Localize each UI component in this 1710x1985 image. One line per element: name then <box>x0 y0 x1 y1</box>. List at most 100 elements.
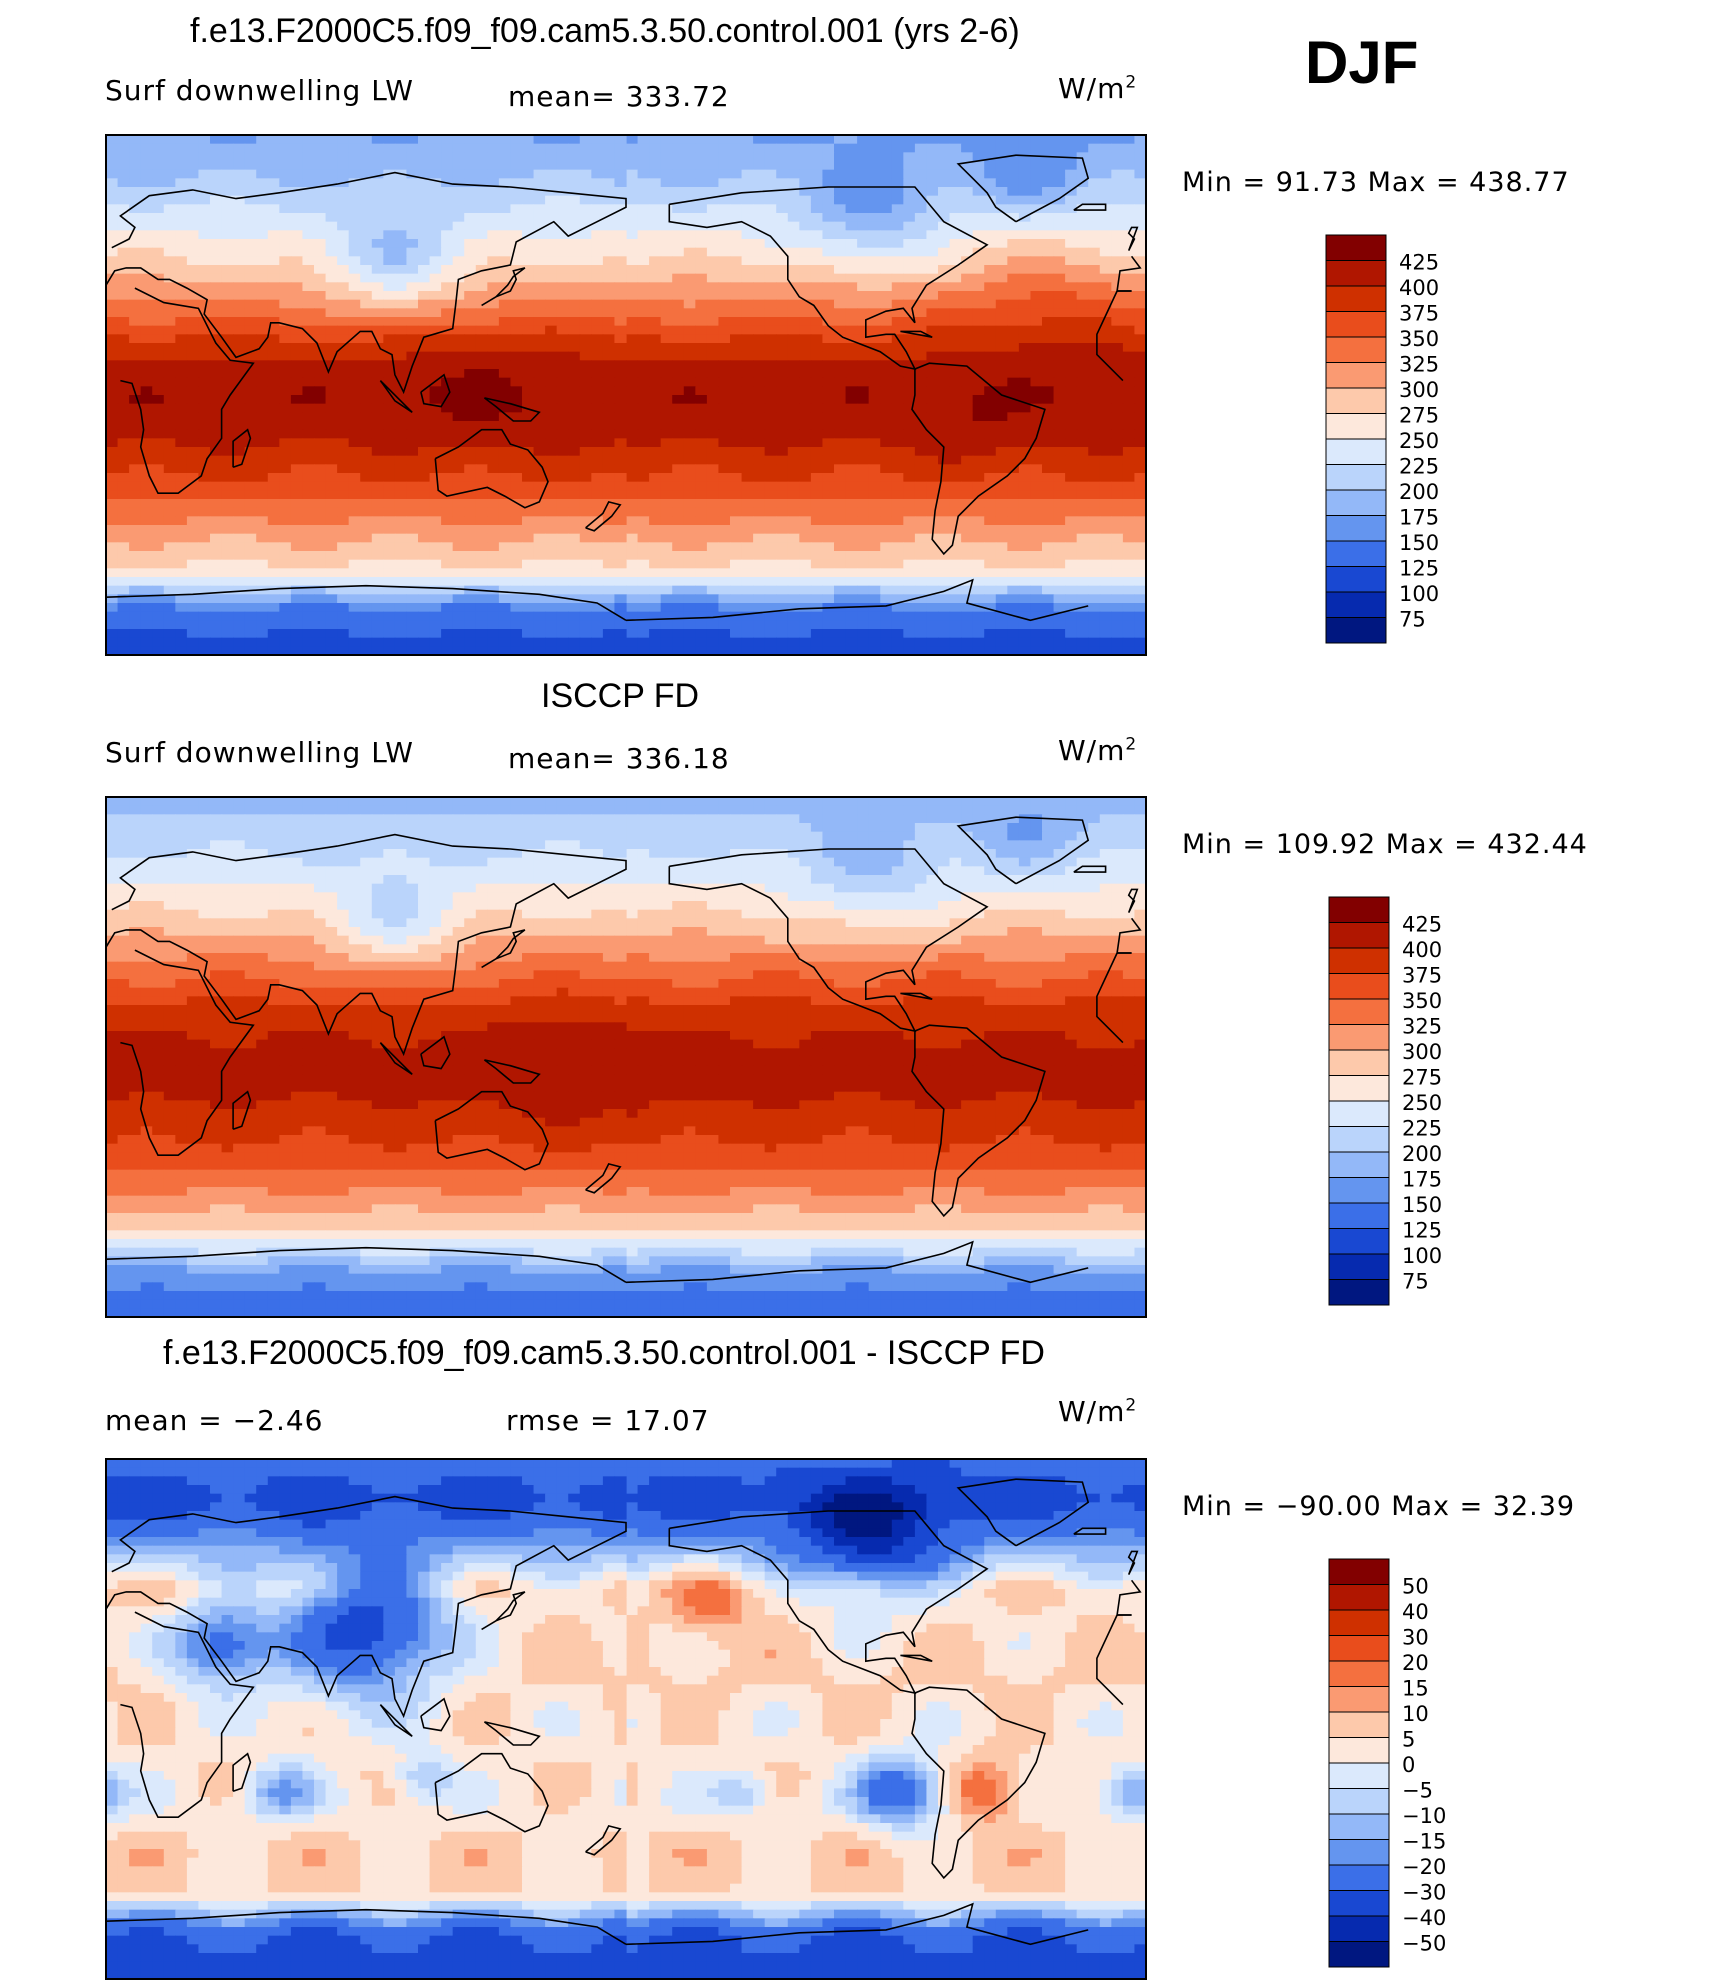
field-cell <box>1007 421 1020 431</box>
field-cell <box>880 525 893 535</box>
field-cell <box>1065 195 1078 205</box>
field-cell <box>730 143 743 153</box>
field-cell <box>683 559 696 569</box>
field-cell <box>371 282 384 292</box>
field-cell <box>337 507 350 517</box>
field-cell <box>868 273 881 283</box>
field-cell <box>591 143 604 153</box>
field-cell <box>938 169 951 179</box>
field-cell <box>429 499 442 509</box>
field-cell <box>868 143 881 153</box>
field-cell <box>868 325 881 335</box>
field-cell <box>545 317 558 327</box>
field-cell <box>718 533 731 543</box>
field-cell <box>290 325 304 335</box>
field-cell <box>706 178 720 188</box>
field-cell <box>1088 386 1101 396</box>
field-cell <box>730 447 743 457</box>
field-cell <box>602 143 616 153</box>
field-cell <box>360 317 373 327</box>
field-cell <box>429 204 442 214</box>
field-cell <box>140 351 153 361</box>
field-cell <box>406 308 419 318</box>
field-cell <box>602 308 616 318</box>
field-cell <box>267 265 280 275</box>
field-cell <box>1065 169 1078 179</box>
field-cell <box>926 403 939 413</box>
field-cell <box>106 577 119 587</box>
field-cell <box>522 334 535 344</box>
field-cell <box>221 334 234 344</box>
field-cell <box>1018 455 1032 465</box>
field-cell <box>360 516 373 526</box>
field-cell <box>533 525 546 535</box>
field-cell <box>418 603 431 613</box>
field-cell <box>452 455 465 465</box>
field-cell <box>198 195 211 205</box>
field-cell <box>776 585 789 595</box>
field-cell <box>914 438 928 448</box>
field-cell <box>129 195 142 205</box>
field-cell <box>394 386 408 396</box>
field-cell <box>360 603 373 613</box>
field-cell <box>568 169 581 179</box>
field-cell <box>290 473 304 483</box>
field-cell <box>764 299 777 309</box>
field-cell <box>233 265 246 275</box>
field-cell <box>949 403 962 413</box>
field-cell <box>868 282 881 292</box>
field-cell <box>267 143 280 153</box>
field-cell <box>383 204 396 214</box>
field-cell <box>1053 161 1066 171</box>
field-cell <box>718 603 731 613</box>
field-cell <box>510 187 523 197</box>
field-cell <box>672 308 685 318</box>
field-cell <box>464 256 477 266</box>
field-cell <box>568 369 581 379</box>
field-cell <box>822 299 835 309</box>
field-cell <box>302 195 315 205</box>
field-cell <box>984 221 997 231</box>
field-cell <box>706 152 720 162</box>
field-cell <box>140 265 153 275</box>
field-cell <box>117 447 130 457</box>
field-cell <box>163 507 176 517</box>
field-cell <box>556 230 569 240</box>
field-cell <box>706 403 720 413</box>
field-cell <box>1076 230 1089 240</box>
field-cell <box>545 230 558 240</box>
field-cell <box>545 559 558 569</box>
field-cell <box>718 360 731 370</box>
field-cell <box>198 230 211 240</box>
field-cell <box>741 369 754 379</box>
field-cell <box>498 230 512 240</box>
field-cell <box>938 386 951 396</box>
field-cell <box>822 429 835 439</box>
field-cell <box>556 473 569 483</box>
field-cell <box>776 221 789 231</box>
field-cell <box>394 455 408 465</box>
field-cell <box>371 490 384 500</box>
field-cell <box>602 351 616 361</box>
field-cell <box>152 152 165 162</box>
field-cell <box>672 473 685 483</box>
field-cell <box>741 577 754 587</box>
field-cell <box>221 221 234 231</box>
field-cell <box>891 568 904 578</box>
field-cell <box>210 594 223 604</box>
field-cell <box>256 455 269 465</box>
field-cell <box>233 161 246 171</box>
field-cell <box>730 221 743 231</box>
field-cell <box>221 412 234 422</box>
field-cell <box>290 143 304 153</box>
field-cell <box>1018 594 1032 604</box>
field-cell <box>175 360 188 370</box>
field-cell <box>776 360 789 370</box>
field-cell <box>383 551 396 561</box>
field-cell <box>672 247 685 257</box>
field-cell <box>972 429 985 439</box>
field-cell <box>186 230 200 240</box>
field-cell <box>487 533 500 543</box>
field-cell <box>106 143 119 153</box>
field-cell <box>475 204 488 214</box>
